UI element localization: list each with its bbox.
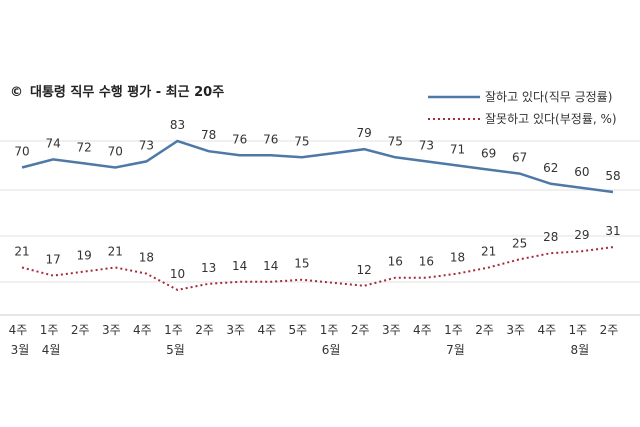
data-labels: 70 74 72 70 73 83 78 76 76 75 79 75 73 71 69 67 62 60 58 21… (14, 118, 620, 281)
data-label-positive: 79 (357, 126, 372, 140)
data-label-negative: 18 (450, 251, 465, 265)
legend-label-positive: 잘하고 있다(직무 긍정률) (485, 90, 612, 104)
series-lines (21, 139, 614, 291)
data-label-positive: 71 (450, 143, 465, 157)
x-tick-week: 2주 (475, 323, 494, 337)
x-tick-week: 1주 (569, 323, 588, 337)
data-label-negative: 10 (170, 267, 185, 281)
data-label-negative: 31 (605, 224, 620, 238)
x-tick-week: 2주 (351, 323, 370, 337)
data-label-positive: 72 (77, 140, 92, 154)
data-label-positive: 83 (170, 118, 185, 132)
data-label-negative: 15 (294, 257, 309, 271)
data-label-positive: 70 (14, 145, 29, 159)
data-label-negative: 18 (139, 251, 154, 265)
data-label-negative: 13 (201, 261, 216, 275)
data-label-negative: 16 (419, 255, 434, 269)
data-label-negative: 12 (357, 263, 372, 277)
x-tick-week: 1주 (444, 323, 463, 337)
x-tick-week: 4주 (133, 323, 152, 337)
x-tick-week: 5주 (289, 323, 308, 337)
data-label-positive: 73 (139, 138, 154, 152)
x-tick-week: 3주 (506, 323, 525, 337)
x-tick-week: 3주 (226, 323, 245, 337)
series-line-positive (21, 139, 614, 194)
data-label-positive: 70 (108, 145, 123, 159)
x-tick-week: 4주 (413, 323, 432, 337)
x-tick-month: 6월 (322, 343, 341, 357)
data-label-negative: 16 (388, 255, 403, 269)
x-tick-month: 7월 (446, 343, 465, 357)
x-tick-week: 4주 (537, 323, 556, 337)
x-tick-month: 4월 (42, 343, 61, 357)
data-label-positive: 76 (232, 132, 247, 146)
data-label-positive: 69 (481, 147, 496, 161)
x-tick-week: 3주 (102, 323, 121, 337)
data-label-positive: 67 (512, 151, 527, 165)
x-axis: 4주 1주 2주 3주 4주 1주 2주 3주 4주 5주 1주 2주 3주 4주 1주 2주 3주 4주 1주 2주… (0, 314, 640, 357)
x-tick-month: 3월 (11, 343, 30, 357)
data-label-positive: 75 (294, 134, 309, 148)
data-label-negative: 28 (543, 230, 558, 244)
data-label-positive: 60 (574, 165, 589, 179)
x-tick-week: 2주 (71, 323, 90, 337)
title-symbol: © (10, 85, 23, 100)
data-label-negative: 14 (263, 259, 278, 273)
x-tick-month: 5월 (166, 343, 185, 357)
data-label-negative: 21 (108, 245, 123, 259)
x-tick-week: 1주 (164, 323, 183, 337)
data-label-negative: 17 (45, 253, 60, 267)
x-tick-week: 1주 (320, 323, 339, 337)
x-tick-week: 4주 (257, 323, 276, 337)
data-label-positive: 58 (605, 169, 620, 183)
data-label-negative: 29 (574, 228, 589, 242)
data-label-negative: 21 (14, 245, 29, 259)
x-tick-week: 1주 (40, 323, 59, 337)
data-label-positive: 78 (201, 128, 216, 142)
x-tick-week: 2주 (195, 323, 214, 337)
x-tick-week: 3주 (382, 323, 401, 337)
series-line-negative (21, 246, 614, 291)
data-label-positive: 76 (263, 132, 278, 146)
data-label-positive: 62 (543, 161, 558, 175)
x-tick-month: 8월 (571, 343, 590, 357)
data-label-negative: 19 (77, 249, 92, 263)
data-label-positive: 74 (45, 136, 60, 150)
data-label-positive: 73 (419, 138, 434, 152)
data-label-negative: 25 (512, 236, 527, 250)
x-tick-week: 2주 (600, 323, 619, 337)
data-label-negative: 14 (232, 259, 247, 273)
legend: 잘하고 있다(직무 긍정률) 잘못하고 있다(부정률, %) (428, 90, 617, 126)
data-label-negative: 21 (481, 245, 496, 259)
chart-title: 대통령 직무 수행 평가 - 최근 20주 (30, 84, 224, 100)
legend-label-negative: 잘못하고 있다(부정률, %) (485, 112, 617, 126)
x-tick-week: 4주 (9, 323, 28, 337)
data-label-positive: 75 (388, 134, 403, 148)
title-group: © 대통령 직무 수행 평가 - 최근 20주 (10, 84, 224, 100)
